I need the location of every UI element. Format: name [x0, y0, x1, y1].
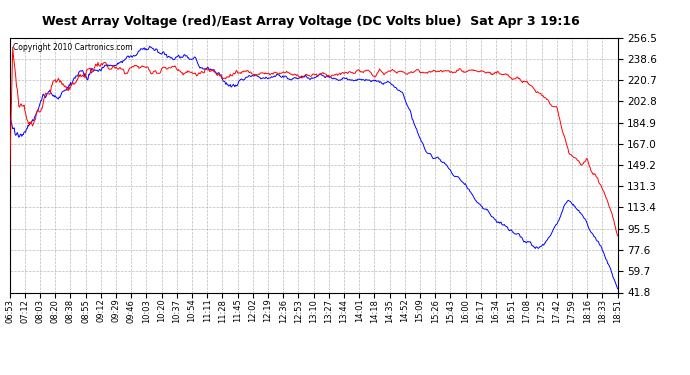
Text: Copyright 2010 Cartronics.com: Copyright 2010 Cartronics.com [12, 43, 132, 52]
Text: West Array Voltage (red)/East Array Voltage (DC Volts blue)  Sat Apr 3 19:16: West Array Voltage (red)/East Array Volt… [41, 15, 580, 28]
